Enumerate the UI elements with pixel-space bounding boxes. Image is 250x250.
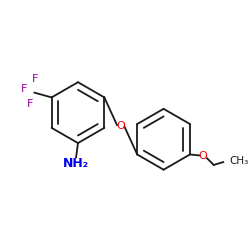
Text: F: F: [32, 74, 39, 84]
Text: CH₃: CH₃: [230, 156, 249, 166]
Text: F: F: [26, 99, 33, 109]
Text: O: O: [199, 152, 207, 162]
Text: F: F: [21, 84, 27, 94]
Text: NH₂: NH₂: [63, 158, 89, 170]
Text: O: O: [116, 121, 125, 131]
